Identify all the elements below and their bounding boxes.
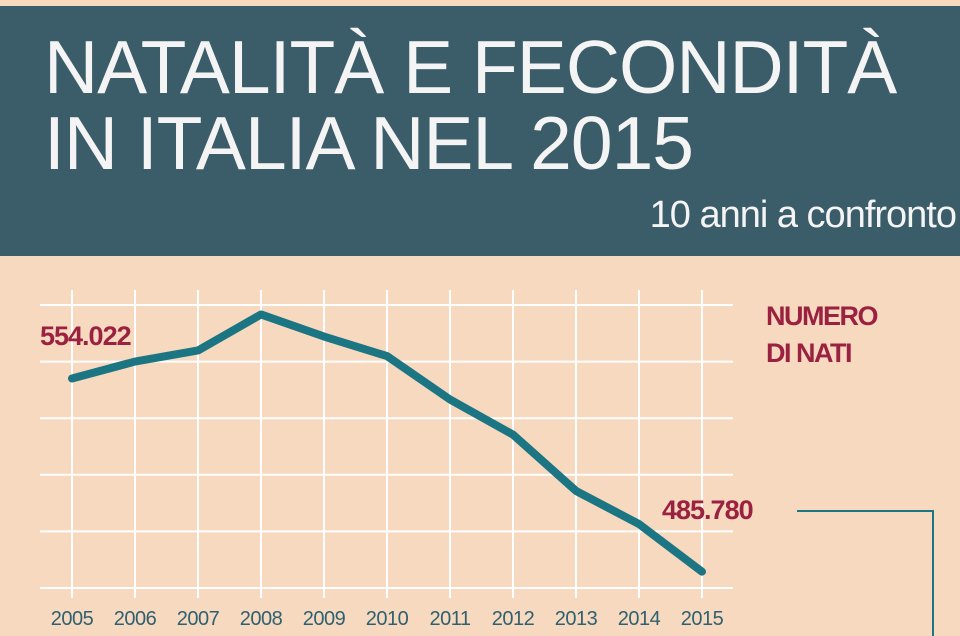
chart-title-line1: NUMERO xyxy=(766,301,877,331)
annotation-end-value: 485.780 xyxy=(662,495,753,525)
x-tick-label: 2010 xyxy=(366,608,409,630)
x-tick-label: 2011 xyxy=(429,608,470,630)
header-band xyxy=(0,6,960,256)
x-tick-label: 2015 xyxy=(681,608,724,630)
page-title-line1: NATALITÀ E FECONDITÀ xyxy=(44,25,897,109)
x-tick-label: 2009 xyxy=(303,608,346,630)
x-tick-label: 2006 xyxy=(114,608,157,630)
x-tick-label: 2014 xyxy=(618,608,661,630)
x-tick-label: 2013 xyxy=(555,608,598,630)
connector-line xyxy=(797,510,934,636)
page-subtitle: 10 anni a confronto xyxy=(649,194,957,236)
page-title-line2: IN ITALIA NEL 2015 xyxy=(44,101,694,185)
x-tick-label: 2005 xyxy=(51,608,94,630)
x-tick-label: 2012 xyxy=(492,608,535,630)
x-tick-label: 2007 xyxy=(177,608,220,630)
annotation-start-value: 554.022 xyxy=(40,321,131,351)
chart-title-line2: DI NATI xyxy=(766,338,851,368)
x-tick-label: 2008 xyxy=(240,608,283,630)
